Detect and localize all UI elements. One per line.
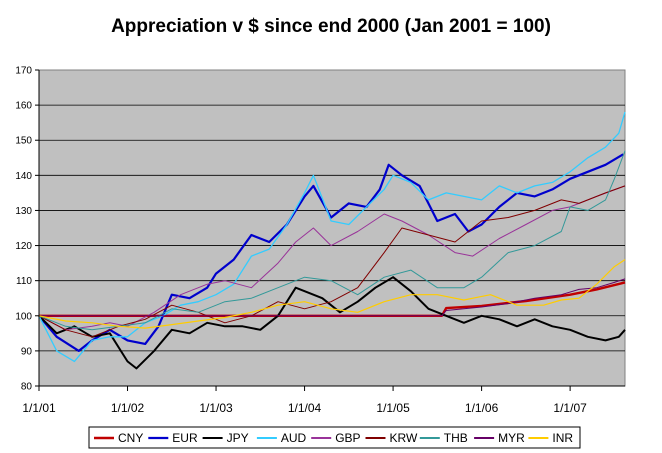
y-tick-label: 130 [15,206,32,217]
y-axis-ticks: 80 90 100 110 120 130 140 150 160 170 [15,66,39,393]
y-tick-label: 150 [15,136,32,147]
legend-label-aud: AUD [281,431,307,445]
legend-label-gbp: GBP [335,431,360,445]
series-line-myr [39,278,626,317]
y-tick-label: 170 [15,66,32,77]
legend-label-cny: CNY [118,431,143,445]
x-tick-label: 1/1/06 [465,401,499,415]
y-tick-label: 160 [15,101,32,112]
chart-title: Appreciation v $ since end 2000 (Jan 200… [111,16,551,37]
series-line-inr [38,259,626,329]
series-lines [38,111,626,370]
x-tick-label: 1/1/04 [288,401,322,415]
y-tick-label: 90 [21,346,33,357]
y-tick-label: 140 [15,171,32,182]
x-tick-label: 1/1/01 [22,401,56,415]
legend-label-jpy: JPY [227,431,249,445]
legend-label-krw: KRW [390,431,418,445]
x-axis-ticks: 1/1/01 1/1/02 1/1/03 1/1/04 1/1/05 1/1/06 1/1/… [22,386,587,415]
y-tick-label: 110 [16,276,32,287]
series-line-thb [38,150,626,331]
series-line-gbp [38,185,626,331]
x-tick-label: 1/1/03 [199,401,233,415]
legend-label-eur: EUR [172,431,198,445]
x-tick-label: 1/1/07 [553,401,587,415]
y-tick-label: 100 [15,311,32,322]
series-line-jpy [38,276,626,370]
plot-area [38,69,626,387]
series-line-aud [38,111,626,363]
legend-label-inr: INR [552,431,573,445]
legend: CNY EUR JPY AUD GBP KRW THB MYR INR [94,431,573,445]
series-line-krw [38,185,626,338]
legend-label-thb: THB [444,431,468,445]
legend-label-myr: MYR [498,431,525,445]
legend-box [88,426,581,449]
y-tick-label: 80 [21,382,33,393]
x-tick-label: 1/1/02 [111,401,145,415]
x-tick-label: 1/1/05 [376,401,410,415]
y-tick-label: 120 [15,241,32,252]
